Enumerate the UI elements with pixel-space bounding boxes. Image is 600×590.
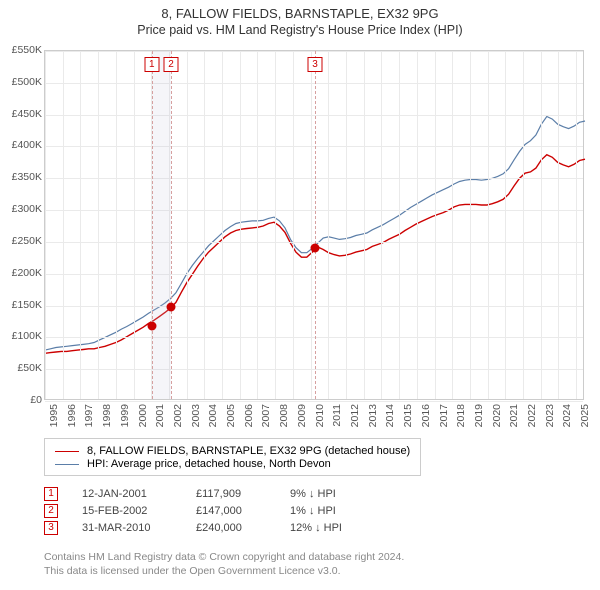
xtick-label: 2025 bbox=[579, 404, 591, 427]
xtick-label: 2021 bbox=[508, 404, 520, 427]
xtick-label: 2024 bbox=[561, 404, 573, 427]
ytick-label: £100K bbox=[12, 330, 42, 342]
chart-container: 8, FALLOW FIELDS, BARNSTAPLE, EX32 9PG P… bbox=[0, 0, 600, 590]
footer-line-1: Contains HM Land Registry data © Crown c… bbox=[44, 550, 404, 564]
event-row-1: 1 12-JAN-2001 £117,909 9% ↓ HPI bbox=[44, 487, 380, 501]
event-row-2: 2 15-FEB-2002 £147,000 1% ↓ HPI bbox=[44, 504, 380, 518]
xtick-label: 2013 bbox=[367, 404, 379, 427]
xtick-label: 2008 bbox=[278, 404, 290, 427]
event-vline bbox=[152, 51, 153, 399]
event-price-2: £147,000 bbox=[196, 505, 266, 517]
event-delta-2: 1% ↓ HPI bbox=[290, 505, 380, 517]
event-dot bbox=[311, 244, 320, 253]
legend-swatch-hpi bbox=[55, 464, 79, 465]
legend-label-hpi: HPI: Average price, detached house, Nort… bbox=[87, 458, 331, 470]
xtick-label: 2023 bbox=[544, 404, 556, 427]
xtick-label: 2007 bbox=[260, 404, 272, 427]
ytick-label: £150K bbox=[12, 299, 42, 311]
event-band bbox=[152, 51, 171, 399]
event-badge-3: 3 bbox=[44, 521, 58, 535]
event-date-3: 31-MAR-2010 bbox=[82, 522, 172, 534]
xtick-label: 2012 bbox=[349, 404, 361, 427]
event-badge-1: 1 bbox=[44, 487, 58, 501]
ytick-label: £550K bbox=[12, 44, 42, 56]
xtick-label: 1995 bbox=[48, 404, 60, 427]
xtick-label: 1999 bbox=[119, 404, 131, 427]
ytick-label: £350K bbox=[12, 171, 42, 183]
xtick-label: 2011 bbox=[331, 404, 343, 427]
legend-label-property: 8, FALLOW FIELDS, BARNSTAPLE, EX32 9PG (… bbox=[87, 445, 410, 457]
event-price-3: £240,000 bbox=[196, 522, 266, 534]
ytick-label: £300K bbox=[12, 203, 42, 215]
event-dot bbox=[147, 321, 156, 330]
chart-title: 8, FALLOW FIELDS, BARNSTAPLE, EX32 9PG bbox=[0, 0, 600, 21]
xtick-label: 2016 bbox=[420, 404, 432, 427]
xtick-label: 2019 bbox=[473, 404, 485, 427]
xtick-label: 1996 bbox=[66, 404, 78, 427]
event-row-3: 3 31-MAR-2010 £240,000 12% ↓ HPI bbox=[44, 521, 380, 535]
event-badge-2: 2 bbox=[44, 504, 58, 518]
xtick-label: 2009 bbox=[296, 404, 308, 427]
xtick-label: 2015 bbox=[402, 404, 414, 427]
legend-item-property: 8, FALLOW FIELDS, BARNSTAPLE, EX32 9PG (… bbox=[55, 445, 410, 457]
event-vline bbox=[171, 51, 172, 399]
event-delta-3: 12% ↓ HPI bbox=[290, 522, 380, 534]
ytick-label: £50K bbox=[17, 362, 42, 374]
xtick-label: 2010 bbox=[314, 404, 326, 427]
legend: 8, FALLOW FIELDS, BARNSTAPLE, EX32 9PG (… bbox=[44, 438, 421, 476]
chart-subtitle: Price paid vs. HM Land Registry's House … bbox=[0, 21, 600, 43]
xtick-label: 1997 bbox=[83, 404, 95, 427]
event-marker: 3 bbox=[308, 57, 323, 72]
legend-item-hpi: HPI: Average price, detached house, Nort… bbox=[55, 458, 410, 470]
events-table: 1 12-JAN-2001 £117,909 9% ↓ HPI 2 15-FEB… bbox=[44, 484, 380, 538]
xtick-label: 2005 bbox=[225, 404, 237, 427]
ytick-label: £450K bbox=[12, 108, 42, 120]
event-date-2: 15-FEB-2002 bbox=[82, 505, 172, 517]
event-delta-1: 9% ↓ HPI bbox=[290, 488, 380, 500]
event-marker: 2 bbox=[164, 57, 179, 72]
footer: Contains HM Land Registry data © Crown c… bbox=[44, 550, 404, 578]
xtick-label: 2001 bbox=[154, 404, 166, 427]
xtick-label: 2017 bbox=[438, 404, 450, 427]
ytick-label: £200K bbox=[12, 267, 42, 279]
ytick-label: £250K bbox=[12, 235, 42, 247]
ytick-label: £400K bbox=[12, 139, 42, 151]
xtick-label: 2018 bbox=[455, 404, 467, 427]
xtick-label: 2003 bbox=[190, 404, 202, 427]
xtick-label: 2022 bbox=[526, 404, 538, 427]
event-dot bbox=[167, 303, 176, 312]
plot-area: 12 3 bbox=[44, 50, 584, 400]
xtick-label: 2002 bbox=[172, 404, 184, 427]
event-price-1: £117,909 bbox=[196, 488, 266, 500]
event-marker: 1 bbox=[144, 57, 159, 72]
ytick-label: £500K bbox=[12, 76, 42, 88]
footer-line-2: This data is licensed under the Open Gov… bbox=[44, 564, 404, 578]
xtick-label: 2014 bbox=[384, 404, 396, 427]
chart-svg bbox=[45, 51, 583, 399]
xtick-label: 2000 bbox=[137, 404, 149, 427]
ytick-label: £0 bbox=[30, 394, 42, 406]
xtick-label: 1998 bbox=[101, 404, 113, 427]
xtick-label: 2006 bbox=[243, 404, 255, 427]
legend-swatch-property bbox=[55, 451, 79, 452]
event-date-1: 12-JAN-2001 bbox=[82, 488, 172, 500]
xtick-label: 2004 bbox=[207, 404, 219, 427]
event-vline bbox=[315, 51, 316, 399]
xtick-label: 2020 bbox=[491, 404, 503, 427]
